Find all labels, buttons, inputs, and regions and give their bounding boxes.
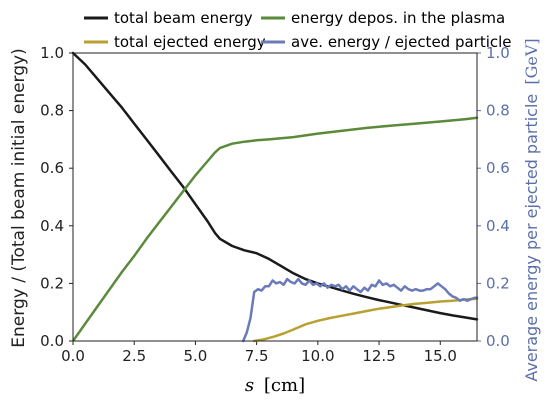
x-axis-variable: s: [245, 375, 254, 396]
series-line-average: [241, 277, 479, 343]
series-line-ejected: [252, 297, 479, 343]
legend-label-deposited: energy depos. in the plasma: [291, 9, 505, 27]
right-y-tick-label: 0.8: [486, 102, 510, 120]
x-tick-label: 5.0: [183, 347, 207, 365]
x-tick-label: 2.5: [122, 347, 146, 365]
x-axis-ticks: 0.0 2.5 5.0 7.5 10.0 12.5 15.0: [61, 341, 457, 365]
series-line-deposited: [71, 116, 479, 343]
y-tick-label: 0.4: [40, 217, 64, 235]
legend-label-average: ave. energy / ejected particle: [291, 33, 512, 51]
y-tick-label: 0.6: [40, 159, 64, 177]
right-y-axis-label: Average energy per ejected particle [GeV…: [522, 38, 541, 381]
x-tick-label: 7.5: [245, 347, 269, 365]
x-tick-label: 12.5: [362, 347, 395, 365]
y-axis-ticks: 0.0 0.2 0.4 0.6 0.8 1.0: [40, 44, 73, 350]
right-y-tick-label: 0.4: [486, 217, 510, 235]
right-y-tick-label: 0.2: [486, 274, 510, 292]
right-y-tick-label: 1.0: [486, 44, 510, 62]
y-tick-label: 0.2: [40, 274, 64, 292]
plot-frame: [72, 52, 478, 342]
y-axis-label: Energy / (Total beam initial energy): [9, 48, 29, 347]
legend-label-ejected: total ejected energy: [114, 33, 266, 51]
x-tick-label: 15.0: [424, 347, 457, 365]
x-tick-label: 0.0: [61, 347, 85, 365]
right-y-axis-label-text: Average energy per ejected particle: [522, 94, 541, 382]
series-layer: [71, 51, 479, 343]
right-y-tick-label: 0.6: [486, 159, 510, 177]
y-tick-label: 0.0: [40, 332, 64, 350]
right-y-axis-ticks: 0.0 0.2 0.4 0.6 0.8 1.0: [477, 44, 510, 350]
x-axis-label: s [cm]: [245, 375, 305, 396]
y-tick-label: 0.8: [40, 102, 64, 120]
right-y-tick-label: 0.0: [486, 332, 510, 350]
y-tick-label: 1.0: [40, 44, 64, 62]
x-axis-unit: [cm]: [264, 375, 305, 396]
x-tick-label: 10.0: [301, 347, 334, 365]
legend-label-beam: total beam energy: [114, 9, 253, 27]
right-y-axis-unit: [GeV]: [522, 38, 541, 84]
legend: total beam energy energy depos. in the p…: [84, 9, 512, 51]
series-line-beam: [71, 51, 479, 321]
